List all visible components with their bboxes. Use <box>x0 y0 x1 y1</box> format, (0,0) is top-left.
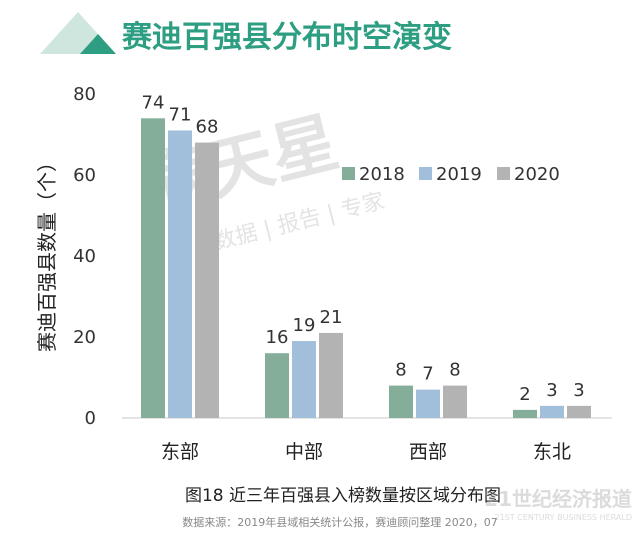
legend-label-2019: 2019 <box>436 164 482 185</box>
x-tick-label: 东部 <box>161 441 199 463</box>
bar-value-label: 74 <box>142 92 165 113</box>
bars <box>141 118 591 419</box>
bar-value-label: 8 <box>395 360 406 381</box>
corner-logo-text: 21世纪经济报道 <box>484 487 632 511</box>
x-tick-label: 东北 <box>533 441 571 463</box>
y-tick-label: 80 <box>73 84 96 105</box>
y-tick-label: 60 <box>73 165 96 186</box>
bar-value-label: 21 <box>320 307 343 328</box>
bar-value-label: 3 <box>573 380 584 401</box>
bar-value-label: 71 <box>169 104 192 125</box>
bar-2019-0 <box>168 130 192 418</box>
bar-value-label: 16 <box>266 327 289 348</box>
bar-value-label: 8 <box>449 360 460 381</box>
corner-logo-en: 21ST CENTURY BUSINESS HERALD <box>495 513 632 522</box>
chart-caption: 图18 近三年百强县入榜数量按区域分布图 <box>185 486 501 506</box>
bar-2018-2 <box>389 385 413 418</box>
bar-2020-0 <box>195 142 219 418</box>
legend-swatch-2018 <box>342 167 355 180</box>
bar-value-label: 2 <box>519 384 530 405</box>
y-axis-label: 赛迪百强县数量（个） <box>35 152 59 352</box>
y-tick-label: 0 <box>85 408 96 429</box>
bar-2020-2 <box>443 385 467 418</box>
bar-value-label: 7 <box>422 364 433 385</box>
y-axis-ticks: 0 20 40 60 80 <box>73 84 96 429</box>
legend-label-2020: 2020 <box>514 164 560 185</box>
legend-swatch-2020 <box>497 167 510 180</box>
legend: 2018 2019 2020 <box>342 164 560 185</box>
bar-2018-0 <box>141 118 165 419</box>
header-title: 赛迪百强县分布时空演变 <box>122 20 452 55</box>
legend-label-2018: 2018 <box>359 164 405 185</box>
bar-2020-3 <box>567 405 591 418</box>
bar-2019-1 <box>292 341 316 418</box>
bar-2019-3 <box>540 405 564 418</box>
chart-source: 数据来源：2019年县域相关统计公报，赛迪顾问整理 2020，07 <box>182 515 497 529</box>
bar-2018-3 <box>513 409 537 418</box>
bar-2020-1 <box>319 332 343 418</box>
bar-value-label: 19 <box>293 315 316 336</box>
x-tick-label: 西部 <box>409 441 447 463</box>
bar-value-label: 68 <box>196 117 219 138</box>
corner-logo: 21世纪经济报道 21ST CENTURY BUSINESS HERALD <box>484 487 632 522</box>
legend-swatch-2019 <box>419 167 432 180</box>
x-tick-label: 中部 <box>285 441 323 463</box>
y-tick-label: 20 <box>73 327 96 348</box>
header-triangle-dark <box>80 34 116 54</box>
x-axis-ticks: 东部 中部 西部 东北 <box>161 441 571 463</box>
bar-2018-1 <box>265 353 289 418</box>
bar-value-label: 3 <box>546 380 557 401</box>
bar-2019-2 <box>416 389 440 418</box>
y-tick-label: 40 <box>73 246 96 267</box>
